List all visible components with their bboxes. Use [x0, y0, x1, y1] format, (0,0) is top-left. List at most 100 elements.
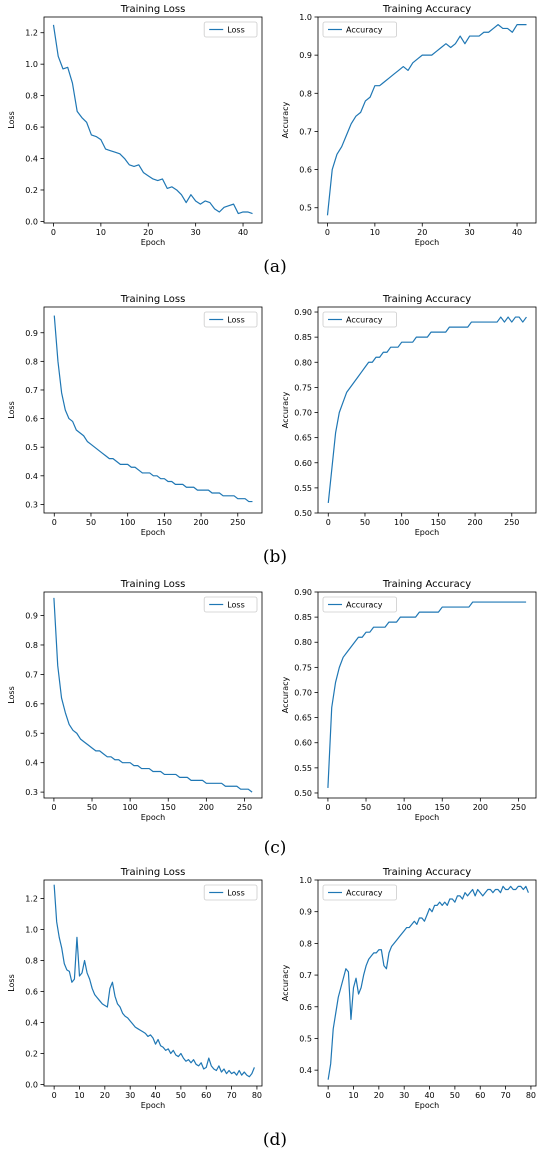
x-axis-label: Epoch: [141, 1101, 166, 1110]
x-tick-label: 200: [473, 803, 488, 812]
series-line-loss: [52, 24, 253, 215]
x-tick-label: 100: [396, 803, 411, 812]
x-tick-label: 100: [394, 518, 409, 527]
y-tick-label: 0.8: [299, 939, 312, 948]
x-tick-label: 40: [238, 228, 248, 237]
y-axis-label: Loss: [7, 401, 16, 419]
y-axis-label: Loss: [7, 111, 16, 129]
subfigure-label-c: (c): [263, 838, 287, 858]
x-tick-label: 60: [475, 1091, 485, 1100]
x-tick-label: 50: [361, 803, 371, 812]
x-tick-label: 40: [512, 228, 522, 237]
chart-title: Training Loss: [120, 867, 186, 878]
y-tick-label: 0.4: [25, 759, 38, 768]
legend: Accuracy: [322, 311, 397, 328]
x-axis-label: Epoch: [415, 528, 440, 537]
legend: Accuracy: [322, 596, 397, 613]
y-axis-label: Accuracy: [281, 676, 290, 713]
x-tick-label: 20: [143, 228, 153, 237]
y-tick-label: 0.7: [299, 127, 312, 136]
y-tick-label: 0.80: [294, 638, 312, 647]
legend-label: Accuracy: [346, 889, 383, 898]
y-tick-label: 0.4: [25, 472, 38, 481]
x-tick-label: 40: [424, 1091, 434, 1100]
subfigure-label-a: (a): [263, 257, 287, 277]
y-tick-label: 0.8: [25, 641, 38, 650]
x-tick-label: 0: [325, 228, 330, 237]
y-tick-label: 1.0: [299, 876, 312, 885]
x-tick-label: 150: [157, 518, 172, 527]
y-tick-label: 0.3: [25, 788, 38, 797]
y-tick-label: 0.90: [294, 588, 312, 597]
x-tick-label: 50: [450, 1091, 460, 1100]
x-tick-label: 30: [465, 228, 475, 237]
y-tick-label: 0.60: [294, 459, 312, 468]
y-tick-label: 0.4: [25, 1018, 38, 1027]
series-line-accuracy: [327, 316, 527, 504]
x-tick-label: 0: [52, 1091, 57, 1100]
y-tick-label: 0.50: [294, 789, 312, 798]
y-tick-label: 0.7: [299, 971, 312, 980]
y-tick-label: 0.0: [25, 217, 38, 226]
x-tick-label: 150: [161, 803, 176, 812]
y-tick-label: 0.55: [294, 484, 312, 493]
x-tick-label: 0: [51, 228, 56, 237]
x-axis-label: Epoch: [415, 238, 440, 247]
series-line-accuracy: [327, 885, 529, 1080]
y-tick-label: 0.8: [25, 957, 38, 966]
y-tick-label: 0.80: [294, 358, 312, 367]
x-tick-label: 150: [435, 803, 450, 812]
x-tick-label: 100: [122, 803, 137, 812]
x-tick-label: 70: [500, 1091, 510, 1100]
y-tick-label: 0.6: [299, 166, 312, 175]
x-tick-label: 70: [226, 1091, 236, 1100]
x-tick-label: 10: [348, 1091, 358, 1100]
series-line-accuracy: [326, 24, 527, 216]
x-tick-label: 0: [52, 518, 57, 527]
chart-d-loss: Training Loss 0 10 20 30 40 50 60 70 80 0.0 0.2 0.4 0…: [0, 863, 270, 1118]
x-tick-label: 200: [199, 803, 214, 812]
y-tick-label: 0.9: [25, 612, 38, 621]
chart-svg: Training Accuracy 0 10 20 30 40 50 60 70 80 0.4 0.5…: [281, 867, 537, 1110]
y-tick-label: 0.55: [294, 764, 312, 773]
x-tick-label: 0: [326, 518, 331, 527]
y-tick-label: 1.2: [25, 895, 38, 904]
chart-svg: Training Accuracy 0 10 20 30 40 0.5 0.6 0.7 0.8 0.…: [281, 4, 537, 247]
y-tick-label: 0.50: [294, 509, 312, 518]
x-tick-label: 30: [125, 1091, 135, 1100]
y-tick-label: 0.75: [294, 663, 312, 672]
axes-frame: [317, 879, 537, 1087]
chart-svg: Training Loss 0 10 20 30 40 50 60 70 80 0.0 0.2 0.4 0…: [7, 867, 263, 1110]
x-axis-label: Epoch: [415, 1101, 440, 1110]
y-tick-label: 0.85: [294, 333, 312, 342]
y-tick-label: 0.4: [25, 155, 38, 164]
y-tick-label: 0.75: [294, 383, 312, 392]
chart-d-accuracy: Training Accuracy 0 10 20 30 40 50 60 70 80 0.4 0.5…: [274, 863, 544, 1118]
series-line-accuracy: [327, 601, 527, 788]
chart-svg: Training Loss 0 50 100 150 200 250 0.3 0.4 0.5 0.6…: [7, 579, 263, 822]
axes-frame: [43, 306, 263, 514]
y-tick-label: 0.6: [25, 415, 38, 424]
legend-label: Loss: [227, 316, 245, 325]
subfigure-label-d: (d): [262, 1130, 288, 1150]
y-tick-label: 0.90: [294, 308, 312, 317]
chart-svg: Training Loss 0 10 20 30 40 0.0 0.2 0.4 0.6 0.8 1.0…: [7, 4, 263, 247]
legend: Accuracy: [322, 21, 397, 38]
x-tick-label: 0: [51, 803, 56, 812]
x-tick-label: 80: [252, 1091, 262, 1100]
y-tick-label: 0.60: [294, 739, 312, 748]
y-tick-label: 0.6: [25, 700, 38, 709]
y-tick-label: 1.0: [299, 13, 312, 22]
chart-title: Training Accuracy: [382, 867, 471, 878]
legend: Loss: [203, 311, 258, 328]
legend-label: Accuracy: [346, 601, 383, 610]
x-tick-label: 250: [511, 803, 526, 812]
x-tick-label: 30: [191, 228, 201, 237]
chart-title: Training Accuracy: [382, 294, 471, 305]
y-axis-label: Loss: [7, 974, 16, 992]
y-axis-label: Accuracy: [281, 101, 290, 138]
x-tick-label: 0: [325, 803, 330, 812]
y-axis-label: Accuracy: [281, 964, 290, 1001]
chart-c-accuracy: Training Accuracy 0 50 100 150 200 250 0.50 0.55…: [274, 575, 544, 830]
y-tick-label: 0.5: [299, 1034, 312, 1043]
